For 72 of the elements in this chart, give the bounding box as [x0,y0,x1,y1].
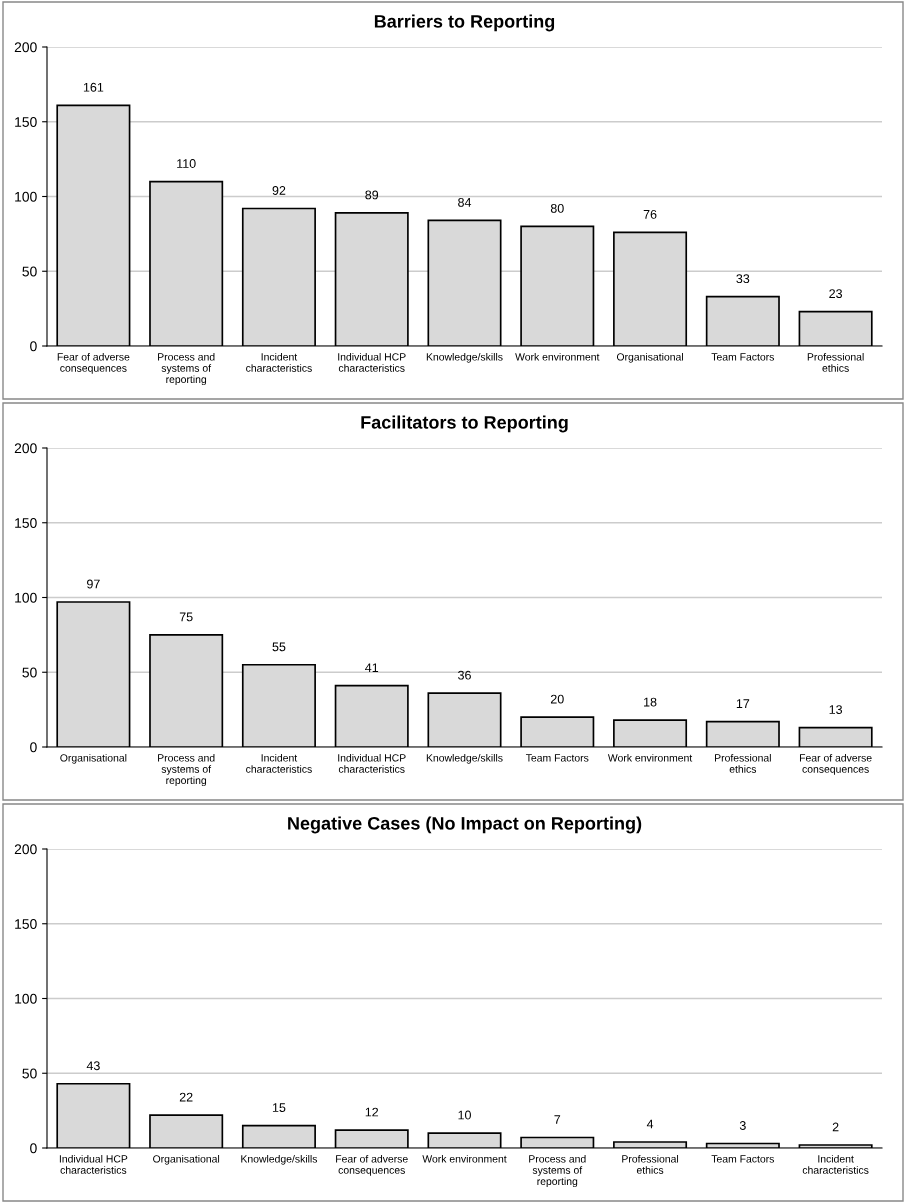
data-label: 76 [643,209,657,219]
x-tick-label: Individual HCP characteristics [338,753,406,773]
y-tick-label: 100 [15,993,37,1004]
y-tick-label: 100 [15,592,37,603]
y-tick-label: 0 [30,742,37,753]
data-label: 55 [272,642,286,652]
x-tick-label: Team Factors [711,1155,775,1163]
x-tick-label: Individual HCP characteristics [59,1154,128,1174]
x-tick-label: Knowledge/skills [426,753,503,764]
data-label: 18 [644,697,657,707]
x-tick-label: Fear of adverse consequences [799,753,872,775]
x-tick-label: Team Factors [711,353,775,361]
y-tick-label: 0 [30,341,37,352]
y-tick-label: 150 [15,117,37,127]
x-tick-label: Process and systems of reporting [158,352,215,386]
chart-title: Barriers to Reporting [374,14,555,32]
data-label: 41 [365,663,379,672]
chart-title: Negative Cases (No Impact on Reporting) [288,816,642,834]
data-label: 84 [458,197,472,207]
y-tick-label: 150 [15,919,37,929]
data-label: 75 [179,612,193,622]
y-tick-label: 50 [22,1068,37,1079]
x-tick-label: Professional ethics [807,352,864,372]
x-tick-label: Fear of adverse consequences [57,352,130,374]
y-tick-label: 100 [15,191,37,202]
y-tick-label: 0 [30,1143,37,1154]
data-label: 7 [554,1115,561,1124]
x-tick-label: Process and systems of reporting [158,753,215,787]
data-label: 92 [272,186,286,195]
x-tick-label: Work environment [422,1154,507,1163]
x-tick-label: Process and systems of reporting [529,1154,586,1188]
data-label: 13 [829,705,843,714]
x-tick-label: Team Factors [525,754,589,762]
x-tick-label: Incident characteristics [246,753,312,773]
y-tick-label: 200 [14,443,37,454]
y-tick-label: 200 [14,844,37,855]
chart-title: Facilitators to Reporting [361,415,568,433]
data-label: 161 [83,82,104,92]
data-label: 15 [272,1103,286,1112]
x-tick-label: Work environment [607,753,693,762]
data-label: 97 [87,579,100,589]
data-label: 3 [739,1121,746,1130]
x-tick-label: Organisational [153,1154,220,1165]
data-label: 22 [179,1092,193,1102]
data-label: 12 [365,1107,379,1117]
data-label: 89 [365,190,379,200]
y-tick-label: 50 [22,266,37,277]
x-tick-label: Knowledge/skills [426,352,503,363]
x-tick-label: Knowledge/skills [241,1154,318,1165]
x-tick-label: Incident characteristics [802,1154,869,1174]
y-tick-label: 200 [14,42,37,53]
x-tick-label: Professional ethics [622,1154,679,1174]
data-label: 23 [829,289,843,299]
data-label: 17 [736,699,750,708]
y-tick-label: 50 [22,667,37,678]
data-label: 4 [646,1119,654,1129]
data-label: 2 [832,1122,839,1132]
x-tick-label: Professional ethics [715,753,771,773]
data-label: 80 [550,203,564,213]
x-tick-label: Work environment [515,352,600,361]
data-label: 20 [550,694,564,704]
data-label: 33 [736,274,750,284]
data-label: 110 [177,159,196,168]
x-tick-label: Organisational [616,352,683,363]
x-tick-label: Individual HCP characteristics [338,352,406,372]
data-label: 36 [458,670,471,680]
x-tick-label: Incident characteristics [246,352,312,372]
y-tick-label: 150 [15,518,37,528]
data-label: 43 [86,1061,100,1071]
x-tick-label: Organisational [60,753,127,764]
x-tick-label: Fear of adverse consequences [336,1154,408,1176]
data-label: 10 [458,1110,471,1120]
